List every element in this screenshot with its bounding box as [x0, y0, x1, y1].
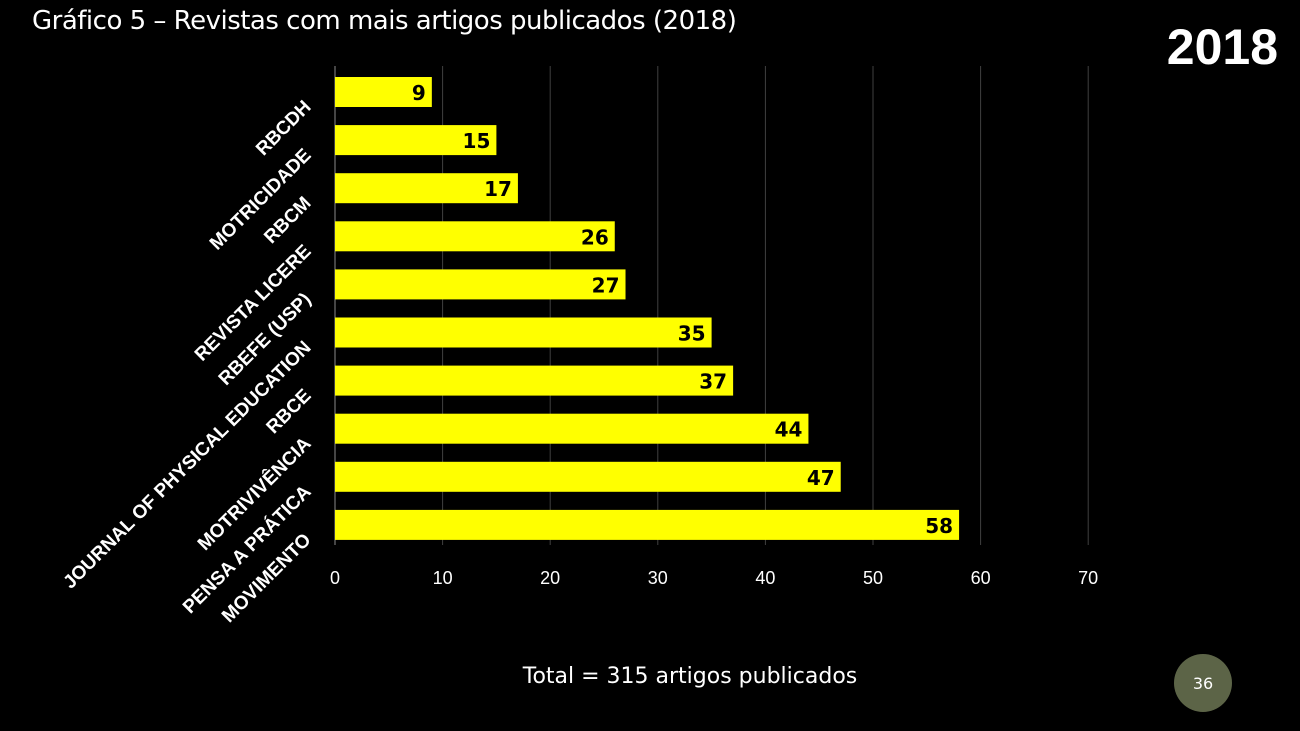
x-tick-label: 20	[540, 568, 560, 588]
bar	[335, 125, 497, 156]
x-tick-label: 50	[863, 568, 883, 588]
x-axis-ticks: 0 10 20 30 40 50 60 70	[330, 568, 1098, 588]
bar	[335, 413, 809, 444]
slide-title: Gráfico 5 – Revistas com mais artigos pu…	[32, 6, 737, 36]
bar	[335, 365, 734, 396]
x-tick-label: 0	[330, 568, 340, 588]
x-tick-label: 40	[755, 568, 775, 588]
bar-value-label: 58	[925, 514, 953, 538]
bar-value-label: 26	[581, 225, 609, 249]
bar	[335, 77, 432, 107]
bar	[335, 269, 626, 300]
bar-value-label: 37	[699, 370, 727, 394]
year-badge: 2018	[1166, 19, 1278, 75]
bar	[335, 173, 518, 204]
x-tick-label: 10	[433, 568, 453, 588]
total-articles-note: Total = 315 artigos publicados	[522, 664, 858, 689]
bar	[335, 221, 615, 252]
bar	[335, 317, 712, 348]
bar	[335, 461, 841, 492]
bar-value-label: 17	[484, 177, 512, 201]
bar-value-label: 44	[775, 418, 803, 442]
bar-value-label: 9	[412, 81, 426, 105]
bar-value-label: 27	[592, 273, 620, 297]
x-tick-label: 70	[1078, 568, 1098, 588]
bar-value-label: 47	[807, 466, 835, 490]
bar-value-label: 35	[678, 322, 706, 346]
bar-value-label: 15	[463, 129, 491, 153]
x-tick-label: 30	[648, 568, 668, 588]
bar	[335, 509, 960, 540]
page-number-badge: 36	[1174, 654, 1232, 712]
x-tick-label: 60	[971, 568, 991, 588]
